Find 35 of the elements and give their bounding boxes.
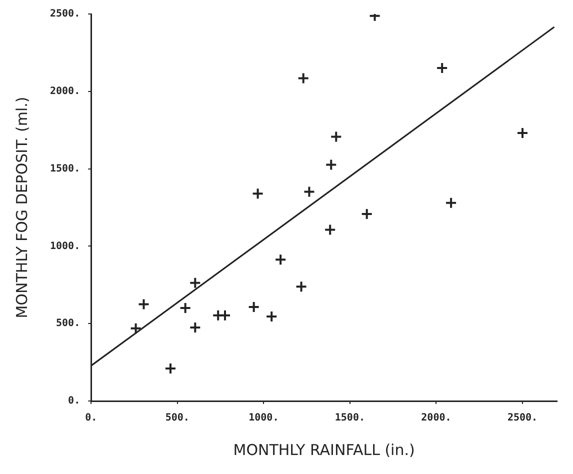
point <box>130 322 142 334</box>
point <box>248 301 260 314</box>
point <box>138 298 150 310</box>
x-tick-label: 0. <box>85 412 98 424</box>
y-tick-label: 2000. <box>50 86 80 97</box>
point <box>164 362 176 374</box>
point <box>179 302 192 314</box>
point <box>252 188 264 200</box>
y-tick-label: 1500. <box>50 163 80 174</box>
point <box>297 72 310 84</box>
x-tick-label: 1000. <box>248 412 279 424</box>
y-tick-label: 500. <box>56 318 80 330</box>
y-tick-label: 2500. <box>50 8 80 20</box>
point <box>436 62 448 74</box>
x-tick-label: 500. <box>165 412 190 424</box>
point <box>266 310 278 322</box>
y-axis-title: MONTHLY FOG DEPOSIT. (ml.) <box>12 96 31 318</box>
x-axis-title: MONTHLY RAINFALL (in.) <box>233 440 415 459</box>
y-tick-label: 0. <box>68 396 80 407</box>
point <box>189 321 202 334</box>
x-tick-label: 2500. <box>507 412 538 424</box>
point <box>445 196 458 209</box>
x-tick-label: 1500. <box>334 412 365 424</box>
x-tick-label: 2000. <box>421 412 452 424</box>
y-tick-label: 1000. <box>50 240 80 252</box>
point <box>360 208 373 220</box>
point <box>189 276 202 289</box>
point <box>325 158 338 171</box>
point <box>219 309 232 322</box>
point <box>274 254 287 266</box>
point <box>330 130 342 143</box>
point <box>295 280 308 293</box>
point <box>516 127 528 140</box>
point <box>303 186 316 198</box>
point <box>324 224 336 236</box>
